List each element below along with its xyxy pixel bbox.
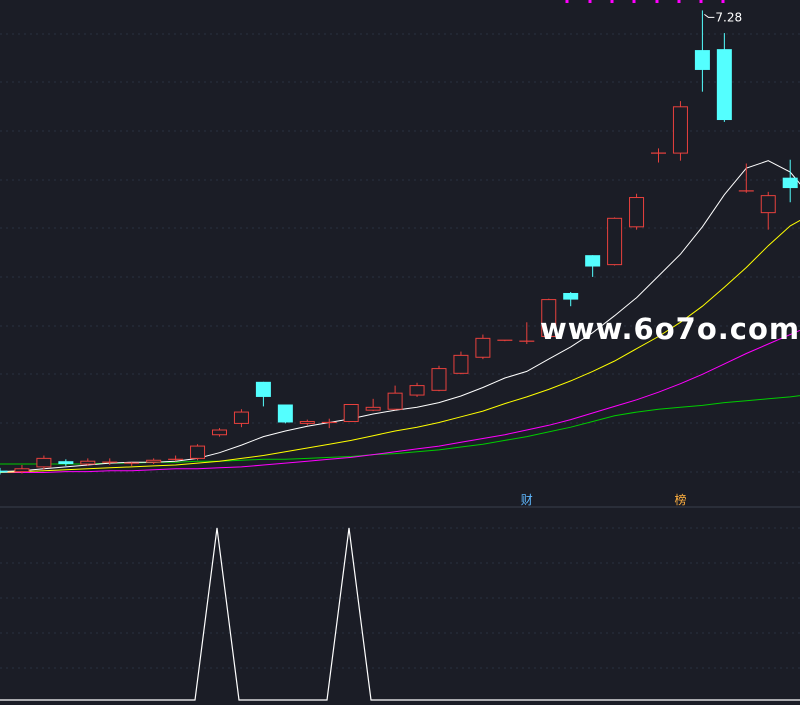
candle-27 <box>585 255 601 277</box>
candle-24 <box>519 322 535 345</box>
candle-7 <box>146 458 162 465</box>
candle-body <box>212 429 227 436</box>
candle-body <box>409 385 425 396</box>
candle-31 <box>672 101 688 161</box>
top-marker-3 <box>632 0 636 3</box>
candle-body <box>80 460 96 465</box>
candle-2 <box>36 455 52 470</box>
candle-26 <box>563 292 579 307</box>
candle-5 <box>102 458 118 465</box>
candle-body <box>299 421 315 424</box>
candle-body <box>629 197 645 228</box>
candle-body <box>36 457 52 468</box>
candle-body <box>694 50 710 70</box>
moving-average-lines <box>0 160 800 473</box>
candle-body <box>387 392 403 410</box>
candle-13 <box>277 404 293 424</box>
candle-1 <box>14 464 30 474</box>
candle-8 <box>168 455 184 462</box>
candle-body <box>14 468 30 473</box>
candle-3 <box>58 459 74 466</box>
candle-body <box>255 381 271 397</box>
event-markers: 财榜 <box>521 492 687 507</box>
peak-annotation: 7.28 <box>704 10 742 24</box>
candle-body <box>365 406 381 411</box>
candle-33 <box>716 33 732 122</box>
candle-25 <box>541 298 557 338</box>
top-marker-7 <box>721 0 725 3</box>
candle-body <box>343 404 359 423</box>
peak-arrow <box>704 13 715 18</box>
candle-21 <box>453 351 469 375</box>
candle-22 <box>475 334 491 360</box>
candle-29 <box>629 193 645 230</box>
watermark: www.6o7o.com <box>540 312 800 346</box>
candle-body <box>190 445 206 459</box>
candle-12 <box>255 381 271 407</box>
candle-10 <box>212 428 227 437</box>
top-marker-5 <box>677 0 681 3</box>
peak-label: 7.28 <box>715 10 742 24</box>
candle-14 <box>299 419 315 426</box>
candle-body <box>233 411 249 424</box>
top-marker-6 <box>699 0 703 3</box>
candle-9 <box>190 444 206 461</box>
candle-35 <box>760 191 776 230</box>
candlesticks <box>0 10 798 475</box>
candle-body <box>58 461 74 465</box>
candle-34 <box>738 163 754 193</box>
top-marker-1 <box>588 0 592 3</box>
top-marker-0 <box>565 0 569 3</box>
candle-body <box>782 177 798 189</box>
top-markers <box>565 0 725 3</box>
event-marker-1: 榜 <box>674 492 686 507</box>
indicator-panel <box>0 527 800 701</box>
event-marker-0: 财 <box>521 493 533 507</box>
candle-20 <box>431 365 447 392</box>
candle-6 <box>124 462 140 466</box>
candle-body <box>431 368 447 391</box>
grid-lines <box>0 33 800 669</box>
candle-11 <box>233 409 249 428</box>
candle-body <box>563 292 579 300</box>
candle-32 <box>694 10 710 92</box>
candle-28 <box>607 217 623 266</box>
ma5-line <box>0 160 800 473</box>
candle-body <box>672 106 688 154</box>
candle-body <box>453 354 469 374</box>
candle-body <box>607 217 623 266</box>
candle-body <box>277 404 293 423</box>
top-marker-2 <box>610 0 614 3</box>
candle-16 <box>343 404 359 423</box>
candle-body <box>146 459 162 463</box>
candle-body <box>475 337 491 358</box>
top-marker-4 <box>655 0 659 3</box>
candle-23 <box>497 339 513 342</box>
ma20-line <box>0 329 800 473</box>
candle-4 <box>80 458 96 466</box>
candle-19 <box>409 382 425 397</box>
ma10-line <box>0 219 800 473</box>
candle-0 <box>0 467 8 475</box>
candle-18 <box>387 385 403 411</box>
candle-36 <box>782 159 798 203</box>
candle-30 <box>651 148 666 163</box>
candle-body <box>760 195 776 214</box>
candle-body <box>716 49 732 121</box>
candle-body <box>541 299 557 337</box>
candle-15 <box>321 418 337 429</box>
candle-body <box>585 255 601 267</box>
candle-17 <box>365 398 381 412</box>
indicator-line <box>0 527 800 701</box>
candle-body <box>0 470 8 473</box>
